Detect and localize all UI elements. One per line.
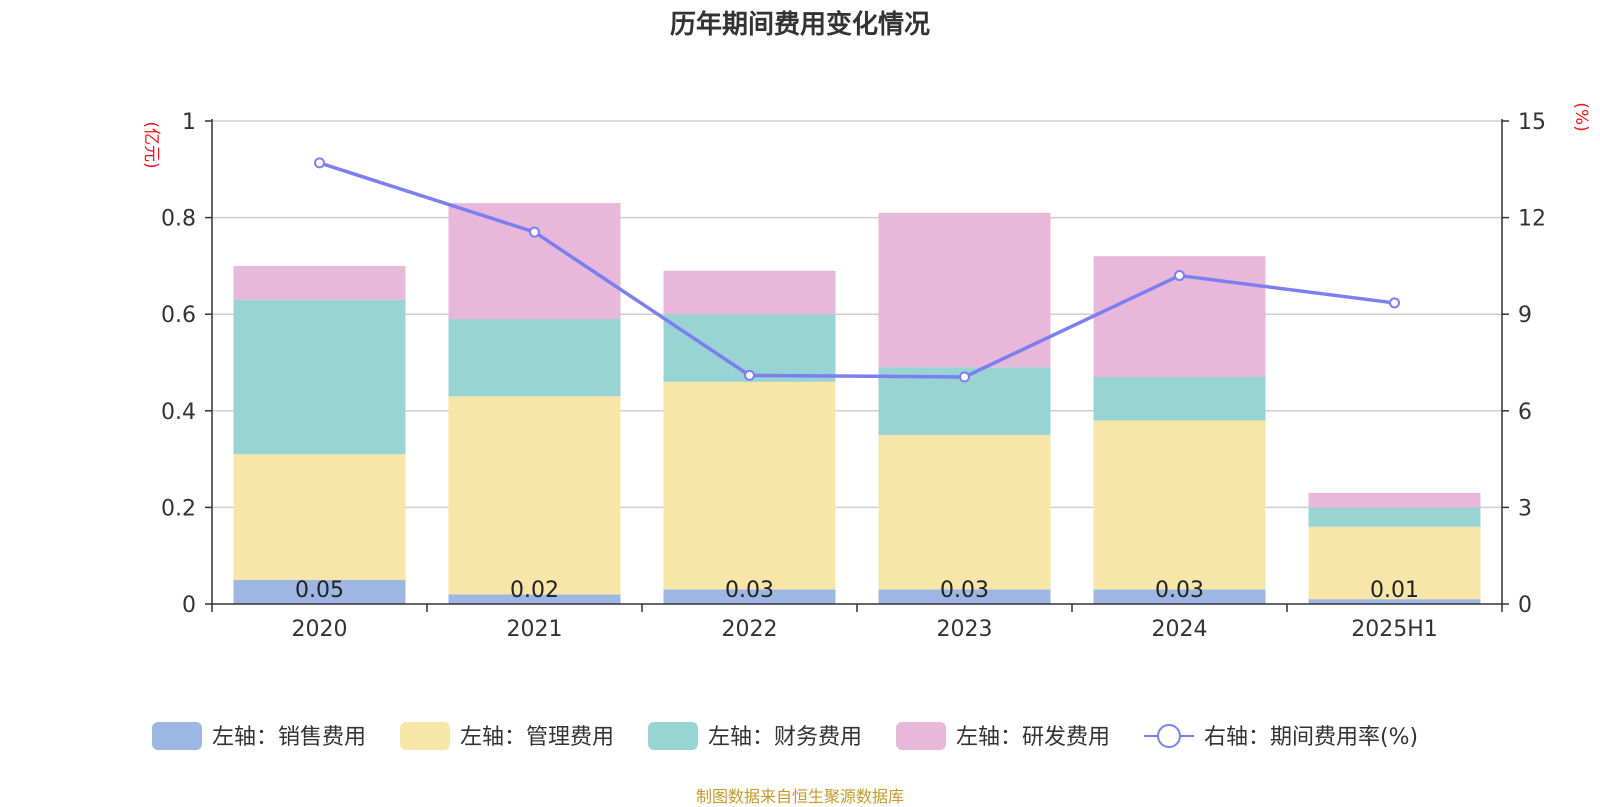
expense-ratio-point-2021 [529,226,540,238]
bar-segment-0-2025H1 [1308,599,1481,604]
bar-segment-3-2021 [448,203,621,320]
bar-segment-3-2022 [663,270,836,315]
right-tick-label: 0 [1518,593,1532,618]
expense-ratio-line [318,161,1395,379]
expense-ratio-point-2024 [1174,270,1185,282]
x-tick-label: 2023 [937,617,993,642]
bar-value-label: 0.01 [1370,578,1419,603]
bar-value-label: 0.02 [510,578,559,603]
x-tick-label: 2025H1 [1351,617,1438,642]
left-tick-label: 0.2 [161,496,196,521]
source-note: 制图数据来自恒生聚源数据库 [695,787,904,806]
expense-ratio-point-2023 [959,371,970,383]
bar-segment-0-2020 [233,579,406,604]
bar-segment-1-2024 [1093,420,1266,590]
left-tick-label: 0.4 [161,400,196,425]
bar-value-label: 0.03 [725,578,774,603]
legend-swatch-1 [400,722,450,750]
bar-segment-1-2025H1 [1308,526,1481,600]
bar-segment-2-2025H1 [1308,507,1481,527]
bar-value-label: 0.03 [940,578,989,603]
bar-value-label: 0.03 [1155,578,1204,603]
bar-segment-2-2024 [1093,376,1266,421]
bar-segment-0-2024 [1093,589,1266,604]
left-tick-label: 0 [182,593,196,618]
right-tick-label: 12 [1518,207,1546,232]
left-axis-unit-label: (亿元) [141,121,161,168]
bar-segment-0-2022 [663,589,836,604]
bar-value-label: 0.05 [295,578,344,603]
expense-ratio-point-2022 [744,369,755,381]
left-tick-label: 0.6 [161,303,196,328]
left-tick-label: 1 [182,110,196,135]
expense-ratio-point-2020 [314,157,325,169]
bar-segment-0-2021 [448,594,621,604]
bar-segment-1-2021 [448,396,621,595]
right-tick-label: 3 [1518,496,1532,521]
x-tick-label: 2022 [722,617,778,642]
legend-marker-swatch [1157,724,1181,748]
left-tick-label: 0.8 [161,207,196,232]
legend-label-4: 右轴：期间费用率(%) [1204,725,1418,750]
right-tick-label: 6 [1518,400,1532,425]
legend-swatch-3 [896,722,946,750]
bar-segment-3-2020 [233,265,406,300]
right-tick-label: 9 [1518,303,1532,328]
right-axis-unit-label: (%) [1571,102,1591,131]
legend-label-2: 左轴：财务费用 [708,725,862,750]
bar-segment-0-2023 [878,589,1051,604]
bar-segment-1-2022 [663,381,836,590]
legend-swatch-2 [648,722,698,750]
legend-label-0: 左轴：销售费用 [212,725,366,750]
bar-segment-2-2020 [233,299,406,455]
bar-segment-2-2021 [448,319,621,397]
bar-segment-3-2025H1 [1308,492,1481,508]
bar-segment-1-2023 [878,434,1051,590]
right-tick-label: 15 [1518,110,1546,135]
legend-swatch-0 [152,722,202,750]
bar-segment-1-2020 [233,454,406,580]
x-tick-label: 2021 [507,617,563,642]
expense-ratio-point-2025H1 [1389,297,1400,309]
x-tick-label: 2024 [1152,617,1208,642]
legend-label-3: 左轴：研发费用 [956,725,1110,750]
x-tick-label: 2020 [292,617,348,642]
legend-label-1: 左轴：管理费用 [460,725,614,750]
chart-title: 历年期间费用变化情况 [669,10,930,40]
bar-segment-3-2023 [878,212,1051,368]
